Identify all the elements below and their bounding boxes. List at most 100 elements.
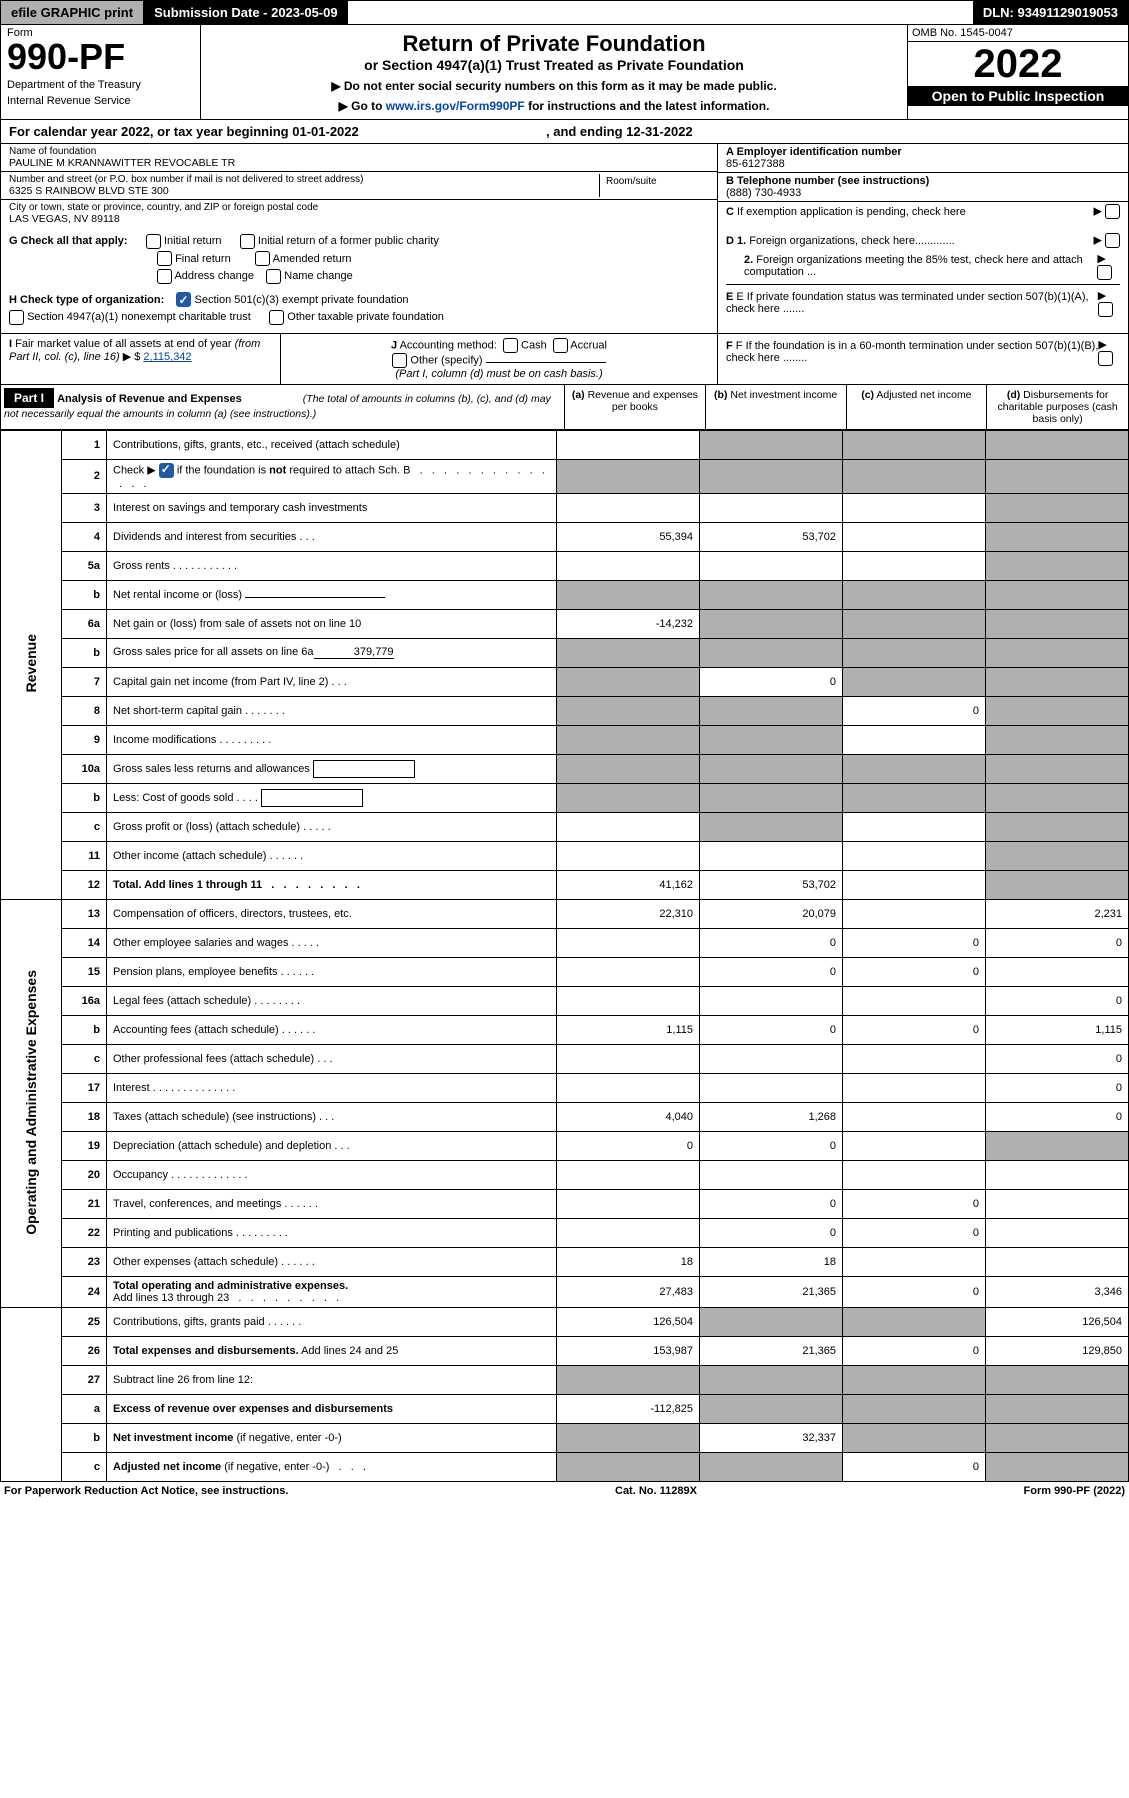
line-num: 25 — [62, 1307, 107, 1336]
initial-former-checkbox[interactable] — [240, 234, 255, 249]
e-label: E If private foundation status was termi… — [726, 291, 1089, 315]
analysis-table: Revenue 1 Contributions, gifts, grants, … — [0, 430, 1129, 1482]
line-desc: Occupancy . . . . . . . . . . . . . — [107, 1160, 557, 1189]
other-taxable-checkbox[interactable] — [269, 310, 284, 325]
table-row: Revenue 1 Contributions, gifts, grants, … — [1, 430, 1129, 459]
form-footer: Form 990-PF (2022) — [1024, 1485, 1126, 1497]
line-num: 14 — [62, 928, 107, 957]
goto-post: for instructions and the latest informat… — [525, 99, 770, 113]
table-row: 11Other income (attach schedule) . . . .… — [1, 841, 1129, 870]
part1-label: Part I — [4, 388, 54, 408]
addr-change: Address change — [174, 270, 254, 282]
efile-print-btn[interactable]: efile GRAPHIC print — [1, 1, 144, 24]
cell-val: 18 — [700, 1247, 843, 1276]
cash-label: Cash — [521, 339, 547, 351]
name-change: Name change — [284, 270, 353, 282]
cell-val: 2,231 — [986, 899, 1129, 928]
form990pf-link[interactable]: www.irs.gov/Form990PF — [386, 99, 525, 113]
line-desc: Net gain or (loss) from sale of assets n… — [107, 609, 557, 638]
cell-val: 0 — [700, 1189, 843, 1218]
form-number: 990-PF — [7, 39, 194, 75]
initial-return-checkbox[interactable] — [146, 234, 161, 249]
cell-val: 1,268 — [700, 1102, 843, 1131]
table-row: 18Taxes (attach schedule) (see instructi… — [1, 1102, 1129, 1131]
d1-checkbox[interactable] — [1105, 233, 1120, 248]
line-num: 3 — [62, 493, 107, 522]
501c3-checkbox[interactable] — [176, 292, 191, 307]
ijf-block: I Fair market value of all assets at end… — [0, 334, 1129, 385]
table-row: bLess: Cost of goods sold . . . . — [1, 783, 1129, 812]
4947-checkbox[interactable] — [9, 310, 24, 325]
line-desc: Capital gain net income (from Part IV, l… — [107, 667, 557, 696]
goto-pre: ▶ Go to — [339, 99, 386, 113]
table-row: bAccounting fees (attach schedule) . . .… — [1, 1015, 1129, 1044]
cell-val: 0 — [700, 928, 843, 957]
cell-val: 0 — [986, 1073, 1129, 1102]
cell-val: -14,232 — [557, 609, 700, 638]
cell-val: 41,162 — [557, 870, 700, 899]
revenue-vlabel: Revenue — [23, 634, 39, 692]
cell-val: 53,702 — [700, 522, 843, 551]
line-desc: Total expenses and disbursements. Add li… — [107, 1336, 557, 1365]
line-desc: Other professional fees (attach schedule… — [107, 1044, 557, 1073]
line-desc: Other expenses (attach schedule) . . . .… — [107, 1247, 557, 1276]
4947-label: Section 4947(a)(1) nonexempt charitable … — [27, 311, 251, 323]
cell-val: 0 — [843, 1276, 986, 1307]
d2-checkbox[interactable] — [1097, 265, 1112, 280]
name-change-checkbox[interactable] — [266, 269, 281, 284]
c-checkbox[interactable] — [1105, 204, 1120, 219]
other-method-checkbox[interactable] — [392, 353, 407, 368]
fmv-link[interactable]: 2,115,342 — [143, 351, 191, 363]
table-row: cOther professional fees (attach schedul… — [1, 1044, 1129, 1073]
table-row: Operating and Administrative Expenses 13… — [1, 899, 1129, 928]
line-desc: Check ▶ if the foundation is not require… — [107, 459, 557, 493]
line-desc: Travel, conferences, and meetings . . . … — [107, 1189, 557, 1218]
cell-val: 0 — [557, 1131, 700, 1160]
col-c-header: (c) Adjusted net income — [847, 385, 988, 429]
cell-val: 0 — [700, 1218, 843, 1247]
cal-prefix: For calendar year 2022, or tax year begi… — [9, 124, 292, 139]
phone-val: (888) 730-4933 — [726, 187, 801, 199]
table-row: 3Interest on savings and temporary cash … — [1, 493, 1129, 522]
addr-change-checkbox[interactable] — [157, 269, 172, 284]
gross-sales-val: 379,779 — [314, 646, 394, 659]
table-row: 22Printing and publications . . . . . . … — [1, 1218, 1129, 1247]
cell-val: 0 — [843, 1189, 986, 1218]
cell-val: 1,115 — [557, 1015, 700, 1044]
form-subtitle: or Section 4947(a)(1) Trust Treated as P… — [207, 57, 901, 73]
line-desc: Gross sales price for all assets on line… — [107, 638, 557, 667]
line-desc: Other employee salaries and wages . . . … — [107, 928, 557, 957]
line-desc: Accounting fees (attach schedule) . . . … — [107, 1015, 557, 1044]
part1-header-row: Part I Analysis of Revenue and Expenses … — [0, 385, 1129, 430]
schb-checkbox[interactable] — [159, 463, 174, 478]
table-row: 23Other expenses (attach schedule) . . .… — [1, 1247, 1129, 1276]
form-title-block: Return of Private Foundation or Section … — [201, 25, 908, 119]
final-return-checkbox[interactable] — [157, 251, 172, 266]
accrual-checkbox[interactable] — [553, 338, 568, 353]
c-label: If exemption application is pending, che… — [737, 206, 966, 218]
line-num: 27 — [62, 1365, 107, 1394]
f-checkbox[interactable] — [1098, 351, 1113, 366]
cell-val: -112,825 — [557, 1394, 700, 1423]
cell-val: 0 — [843, 1218, 986, 1247]
table-row: 7Capital gain net income (from Part IV, … — [1, 667, 1129, 696]
amended-return-checkbox[interactable] — [255, 251, 270, 266]
line-num: 7 — [62, 667, 107, 696]
cash-checkbox[interactable] — [503, 338, 518, 353]
line-num: 20 — [62, 1160, 107, 1189]
foundation-name: PAULINE M KRANNAWITTER REVOCABLE TR — [9, 157, 709, 169]
cell-val: 53,702 — [700, 870, 843, 899]
line-num: c — [62, 812, 107, 841]
e-checkbox[interactable] — [1098, 302, 1113, 317]
cell-val: 0 — [986, 986, 1129, 1015]
phone-label: B Telephone number (see instructions) — [726, 175, 929, 187]
paperwork-notice: For Paperwork Reduction Act Notice, see … — [4, 1485, 288, 1497]
line-num: 8 — [62, 696, 107, 725]
col-d-header: (d) Disbursements for charitable purpose… — [987, 385, 1128, 429]
line-num: 12 — [62, 870, 107, 899]
line-num: b — [62, 580, 107, 609]
table-row: 5aGross rents . . . . . . . . . . . — [1, 551, 1129, 580]
year-block: OMB No. 1545-0047 2022 Open to Public In… — [908, 25, 1128, 119]
initial-former: Initial return of a former public charit… — [258, 235, 439, 247]
other-method: Other (specify) — [410, 354, 482, 366]
